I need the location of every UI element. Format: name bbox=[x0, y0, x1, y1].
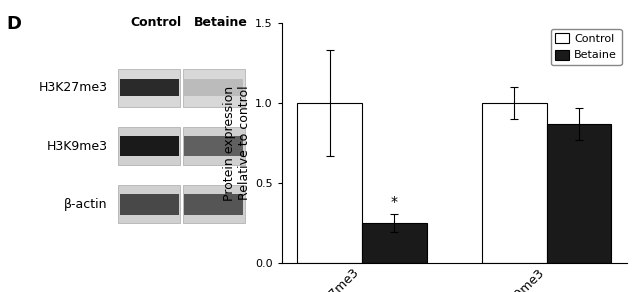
Text: Betaine: Betaine bbox=[193, 16, 247, 29]
Text: *: * bbox=[391, 195, 398, 209]
Bar bbox=[184, 79, 243, 96]
Bar bbox=[120, 135, 179, 157]
Bar bbox=[120, 194, 179, 215]
Bar bbox=[184, 135, 243, 157]
Bar bbox=[183, 69, 244, 107]
Text: H3K9me3: H3K9me3 bbox=[47, 140, 108, 152]
Bar bbox=[362, 223, 427, 263]
Bar bbox=[118, 185, 180, 223]
Bar bbox=[482, 103, 547, 263]
Bar bbox=[183, 127, 244, 165]
Bar bbox=[547, 124, 611, 263]
Text: β-actin: β-actin bbox=[64, 198, 108, 211]
Bar bbox=[183, 185, 244, 223]
Text: Control: Control bbox=[131, 16, 182, 29]
Text: D: D bbox=[6, 15, 21, 33]
Y-axis label: Protein expression
Relative to control: Protein expression Relative to control bbox=[223, 86, 251, 201]
Bar bbox=[298, 103, 362, 263]
Bar bbox=[118, 127, 180, 165]
Legend: Control, Betaine: Control, Betaine bbox=[551, 29, 621, 65]
Bar bbox=[184, 194, 243, 215]
Bar bbox=[120, 79, 179, 96]
Text: H3K27me3: H3K27me3 bbox=[38, 81, 108, 94]
Bar bbox=[118, 69, 180, 107]
